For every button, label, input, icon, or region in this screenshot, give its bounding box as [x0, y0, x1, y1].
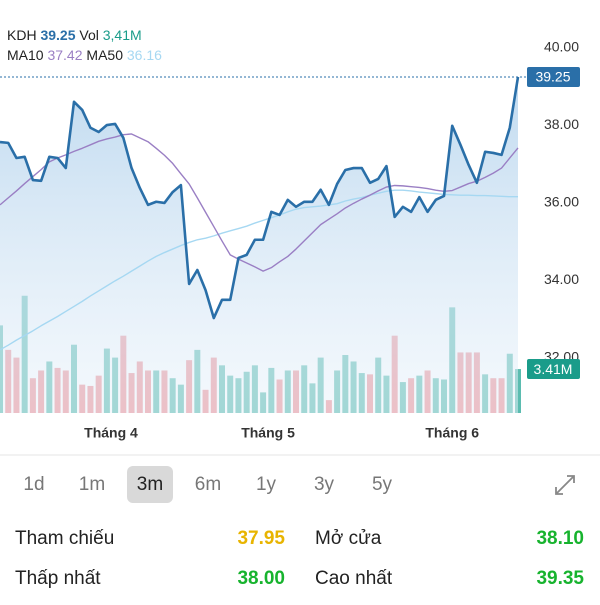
- range-tab[interactable]: 5y: [372, 474, 393, 495]
- ma-line: [0, 189, 518, 351]
- expand-icon[interactable]: [555, 475, 575, 495]
- volume-tag-label: 3.41M: [534, 361, 573, 377]
- x-tick-label: Tháng 4: [84, 425, 138, 441]
- legend-name: MA10: [7, 47, 44, 63]
- range-tab[interactable]: 3y: [314, 474, 335, 495]
- legend-name: MA50: [86, 47, 123, 63]
- header: KDH 39.25 Vol 3,41M MA10 37.42 MA50 36.16: [7, 27, 162, 63]
- tab-selected-bg: [127, 466, 173, 503]
- y-tick-label: 36.00: [544, 194, 579, 210]
- volume-tag: [527, 359, 580, 380]
- y-tick-label: 40.00: [544, 39, 579, 55]
- legend-value: 3,41M: [103, 27, 142, 43]
- stat-label: Mở cửa: [315, 528, 382, 549]
- legend-value: 37.42: [47, 47, 82, 63]
- range-tab[interactable]: 1d: [23, 474, 44, 495]
- range-tab[interactable]: 6m: [195, 474, 221, 495]
- x-tick-label: Tháng 6: [425, 425, 479, 441]
- x-tick-label: Tháng 5: [241, 425, 295, 441]
- stat-label: Thấp nhất: [15, 568, 101, 589]
- legend-value: 39.25: [40, 27, 75, 43]
- stat-label: Tham chiếu: [15, 528, 114, 549]
- ma-line: [0, 133, 519, 272]
- legend-row: KDH 39.25 Vol 3,41M: [7, 27, 142, 43]
- price-line: [0, 76, 520, 320]
- stat-value: 37.95: [237, 528, 285, 549]
- stats: Tham chiếu 37.95 Mở cửa 38.10 Thấp nhất 38.00…: [15, 528, 584, 589]
- legend-row: MA10 37.42 MA50 36.16: [7, 47, 162, 63]
- stat-label: Cao nhất: [315, 568, 393, 589]
- price-tag-label: 39.25: [535, 69, 570, 85]
- price-tag: [527, 66, 580, 87]
- stat-value: 38.10: [536, 528, 584, 549]
- range-tab[interactable]: 1y: [256, 474, 277, 495]
- legend-name: KDH: [7, 27, 37, 43]
- stat-value: 38.00: [237, 568, 285, 589]
- legend-name: Vol: [79, 27, 98, 43]
- range-tabs: 1d 1m 3m 6m 1y 3y 5y: [23, 466, 393, 503]
- y-tick-label: 34.00: [544, 271, 579, 287]
- stat-value: 39.35: [536, 568, 584, 589]
- range-tab[interactable]: 3m: [137, 474, 163, 495]
- legend-value: 36.16: [127, 47, 162, 63]
- range-tab[interactable]: 1m: [79, 474, 105, 495]
- y-tick-label: 38.00: [544, 116, 579, 132]
